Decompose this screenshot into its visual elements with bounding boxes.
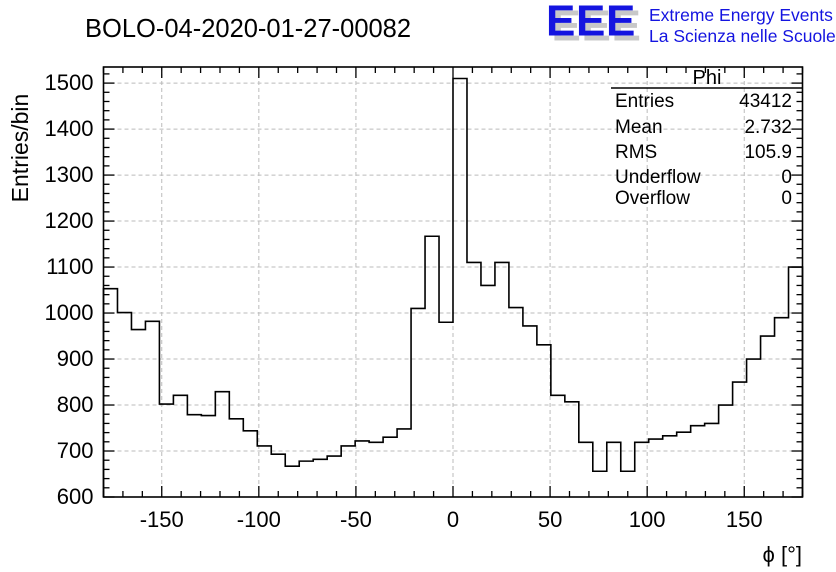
svg-text:900: 900 [57,346,94,371]
svg-text:0: 0 [781,188,792,209]
svg-text:ϕ [°]: ϕ [°] [763,542,802,567]
svg-text:1200: 1200 [45,208,94,233]
svg-text:Entries: Entries [615,91,674,112]
svg-text:600: 600 [57,484,94,509]
svg-text:50: 50 [538,507,562,532]
svg-text:2.732: 2.732 [744,117,792,138]
svg-text:800: 800 [57,392,94,417]
svg-text:100: 100 [629,507,666,532]
svg-text:Underflow: Underflow [615,167,701,188]
svg-text:0: 0 [781,167,792,188]
svg-text:43412: 43412 [739,91,792,112]
svg-text:BOLO-04-2020-01-27-00082: BOLO-04-2020-01-27-00082 [85,15,411,43]
svg-text:RMS: RMS [615,142,657,163]
svg-text:Entries/bin: Entries/bin [7,94,33,203]
svg-text:La Scienza nelle Scuole: La Scienza nelle Scuole [649,26,836,46]
svg-text:1000: 1000 [45,300,94,325]
svg-text:Mean: Mean [615,117,663,138]
svg-text:Extreme Energy Events: Extreme Energy Events [649,5,833,25]
svg-text:105.9: 105.9 [744,142,792,163]
svg-text:1400: 1400 [45,116,94,141]
svg-text:1500: 1500 [45,70,94,95]
svg-text:Overflow: Overflow [615,188,690,209]
svg-text:700: 700 [57,438,94,463]
svg-text:E: E [606,0,635,46]
svg-text:1300: 1300 [45,162,94,187]
svg-text:-150: -150 [140,507,184,532]
svg-text:1100: 1100 [46,254,93,279]
svg-text:E: E [576,0,605,46]
svg-text:-100: -100 [237,507,281,532]
svg-text:150: 150 [726,507,763,532]
svg-text:Phi: Phi [693,67,722,89]
svg-text:0: 0 [447,507,459,532]
svg-text:-50: -50 [340,507,372,532]
svg-text:E: E [546,0,575,46]
